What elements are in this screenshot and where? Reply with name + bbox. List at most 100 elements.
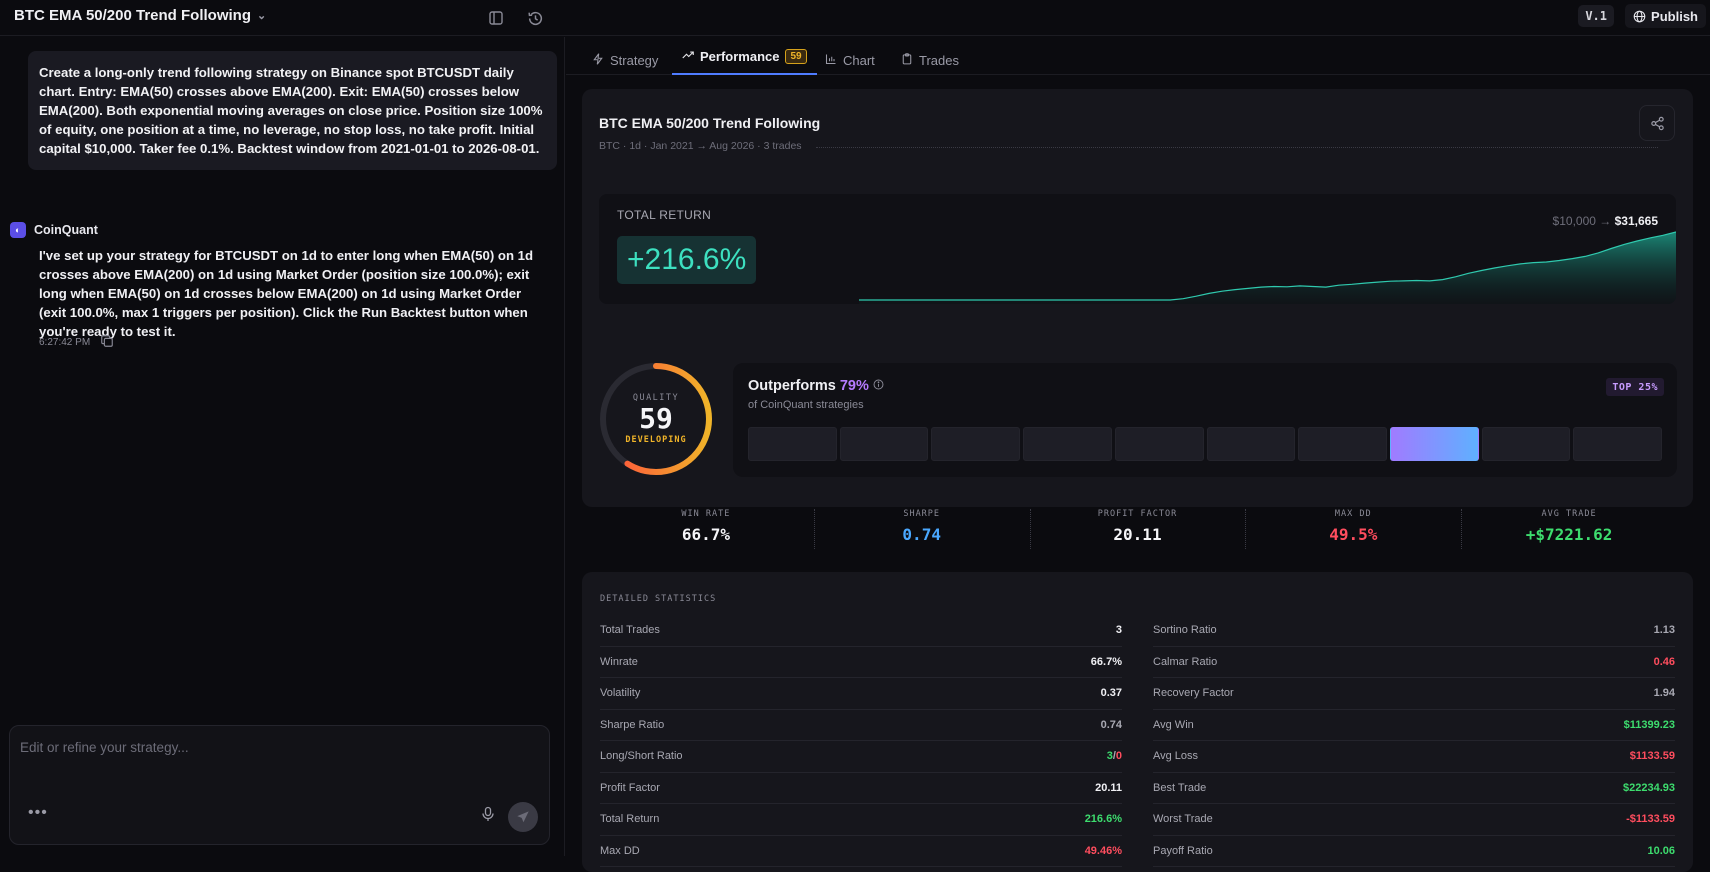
- sidebar-toggle-icon[interactable]: [484, 6, 508, 30]
- bot-name: CoinQuant: [34, 223, 98, 237]
- stat-label: Best Trade: [1153, 781, 1207, 794]
- stat-value: 10.06: [1647, 844, 1675, 857]
- coinquant-logo-icon: ◐: [10, 222, 26, 238]
- ratio-separator: /: [1112, 750, 1116, 763]
- stat-value: 3/0: [1107, 750, 1122, 762]
- globe-icon: [1633, 10, 1646, 22]
- stat-row: Recovery Factor 1.94: [1153, 678, 1675, 710]
- metric-value: 66.7%: [681, 525, 730, 544]
- stat-value: $11399.23: [1623, 718, 1675, 731]
- percentile-bucket: [1023, 427, 1112, 461]
- divider: [816, 147, 1658, 148]
- tab-bar: Strategy Performance 59 Chart Trades: [566, 37, 1710, 75]
- copy-icon[interactable]: [100, 334, 114, 351]
- tab-chart[interactable]: Chart: [825, 47, 875, 73]
- bar-chart-icon: [825, 53, 837, 68]
- stat-label: Avg Loss: [1153, 750, 1199, 763]
- metric-avg-trade: AVG TRADE +$7221.62: [1461, 507, 1677, 567]
- percentile-bucket: [931, 427, 1021, 461]
- info-icon[interactable]: [873, 378, 884, 394]
- stat-label: Sortino Ratio: [1153, 624, 1217, 637]
- strategy-title-dropdown[interactable]: BTC EMA 50/200 Trend Following ⌄: [14, 7, 266, 24]
- stat-row: Profit Factor 20.11: [600, 773, 1122, 804]
- key-metrics: WIN RATE 66.7% SHARPE 0.74 PROFIT FACTOR 20.1…: [598, 507, 1677, 567]
- percentile-bucket-active: [1389, 427, 1479, 461]
- stat-label: Avg Win: [1153, 718, 1194, 731]
- clipboard-icon: [901, 52, 913, 68]
- percentile-bucket: [839, 427, 929, 461]
- metric-label: SHARPE: [903, 509, 941, 519]
- stat-value: $22234.93: [1623, 781, 1675, 794]
- short-count: 0: [1115, 750, 1122, 763]
- quality-center: QUALITY 59 DEVELOPING: [598, 361, 714, 477]
- publish-label: Publish: [1651, 8, 1698, 24]
- stat-row: Best Trade $22234.93: [1153, 773, 1675, 804]
- stat-label: Volatility: [600, 687, 641, 700]
- performance-card: BTC EMA 50/200 Trend Following BTC · 1d …: [582, 89, 1693, 549]
- strategy-meta: BTC · 1d · Jan 2021 → Aug 2026 · 3 trade…: [599, 140, 802, 152]
- stat-value: 0.46: [1653, 655, 1675, 668]
- metric-label: PROFIT FACTOR: [1097, 509, 1178, 519]
- share-icon: [1650, 116, 1664, 130]
- stat-label: Worst Trade: [1153, 813, 1213, 826]
- stat-row: Worst Trade -$1133.59: [1153, 804, 1675, 836]
- tab-label: Chart: [843, 52, 875, 68]
- metric-sharpe: SHARPE 0.74: [813, 507, 1030, 567]
- microphone-icon[interactable]: [480, 806, 496, 825]
- history-icon[interactable]: [523, 6, 547, 30]
- total-return-label: TOTAL RETURN: [617, 208, 712, 222]
- strategy-input[interactable]: [20, 740, 520, 755]
- metric-win-rate: WIN RATE 66.7%: [598, 507, 814, 567]
- stat-row: Winrate 66.7%: [600, 647, 1122, 678]
- stat-label: Payoff Ratio: [1153, 844, 1213, 857]
- user-message: Create a long-only trend following strat…: [28, 51, 557, 170]
- tab-label: Performance: [700, 49, 780, 64]
- stat-row: Sortino Ratio 1.13: [1153, 615, 1675, 647]
- stat-value: 216.6%: [1084, 813, 1122, 826]
- send-icon: [517, 811, 529, 823]
- message-meta: 6:27:42 PM: [39, 334, 114, 351]
- stat-value: 1.13: [1653, 624, 1675, 637]
- stat-value: -$1133.59: [1626, 813, 1675, 826]
- trending-up-icon: [682, 49, 694, 64]
- quality-status: DEVELOPING: [625, 435, 687, 445]
- percentile-bucket: [1114, 427, 1204, 461]
- bolt-icon: [592, 52, 604, 68]
- percentile-bucket: [1298, 427, 1387, 461]
- stat-row: Sharpe Ratio 0.74: [600, 710, 1122, 741]
- percentile-bucket: [1481, 427, 1571, 461]
- detailed-statistics-card: DETAILED STATISTICS Total Trades 3 Winrate…: [582, 572, 1693, 872]
- capital-summary: $10,000 → $31,665: [1553, 214, 1658, 228]
- tab-performance[interactable]: Performance 59: [672, 46, 817, 75]
- stat-value: 3: [1115, 624, 1122, 637]
- stat-row: Long/Short Ratio 3/0: [600, 741, 1122, 773]
- more-options-icon[interactable]: •••: [28, 804, 48, 821]
- publish-button[interactable]: Publish: [1625, 4, 1706, 28]
- tab-strategy[interactable]: Strategy: [592, 47, 658, 73]
- stat-label: Total Trades: [600, 624, 660, 637]
- capital-to: $31,665: [1614, 214, 1658, 228]
- tab-label: Trades: [919, 52, 959, 68]
- metric-max-dd: MAX DD 49.5%: [1245, 507, 1461, 567]
- bot-header: ◐ CoinQuant: [10, 222, 98, 238]
- stat-row: Calmar Ratio 0.46: [1153, 647, 1675, 678]
- long-count: 3: [1106, 750, 1113, 763]
- quality-ring: [600, 363, 712, 475]
- outperforms-title: Outperforms 79%: [748, 378, 884, 394]
- stat-value: 66.7%: [1090, 655, 1122, 668]
- tab-trades[interactable]: Trades: [901, 47, 959, 73]
- stat-row: Total Return 216.6%: [600, 804, 1122, 836]
- share-button[interactable]: [1639, 105, 1675, 141]
- stat-label: Profit Factor: [600, 781, 660, 794]
- stat-label: Sharpe Ratio: [600, 718, 665, 731]
- quality-badge: 59: [785, 49, 807, 64]
- stat-row: Total Trades 3: [600, 615, 1122, 647]
- outperforms-label: Outperforms: [748, 378, 836, 394]
- version-badge[interactable]: V.1: [1578, 5, 1614, 27]
- metric-value: 0.74: [902, 525, 941, 544]
- percentile-bucket: [748, 427, 837, 461]
- results-panel: Strategy Performance 59 Chart Trades BTC…: [566, 37, 1710, 872]
- metric-value: 49.5%: [1329, 525, 1378, 544]
- chat-panel: Create a long-only trend following strat…: [0, 37, 565, 856]
- send-button[interactable]: [508, 802, 538, 832]
